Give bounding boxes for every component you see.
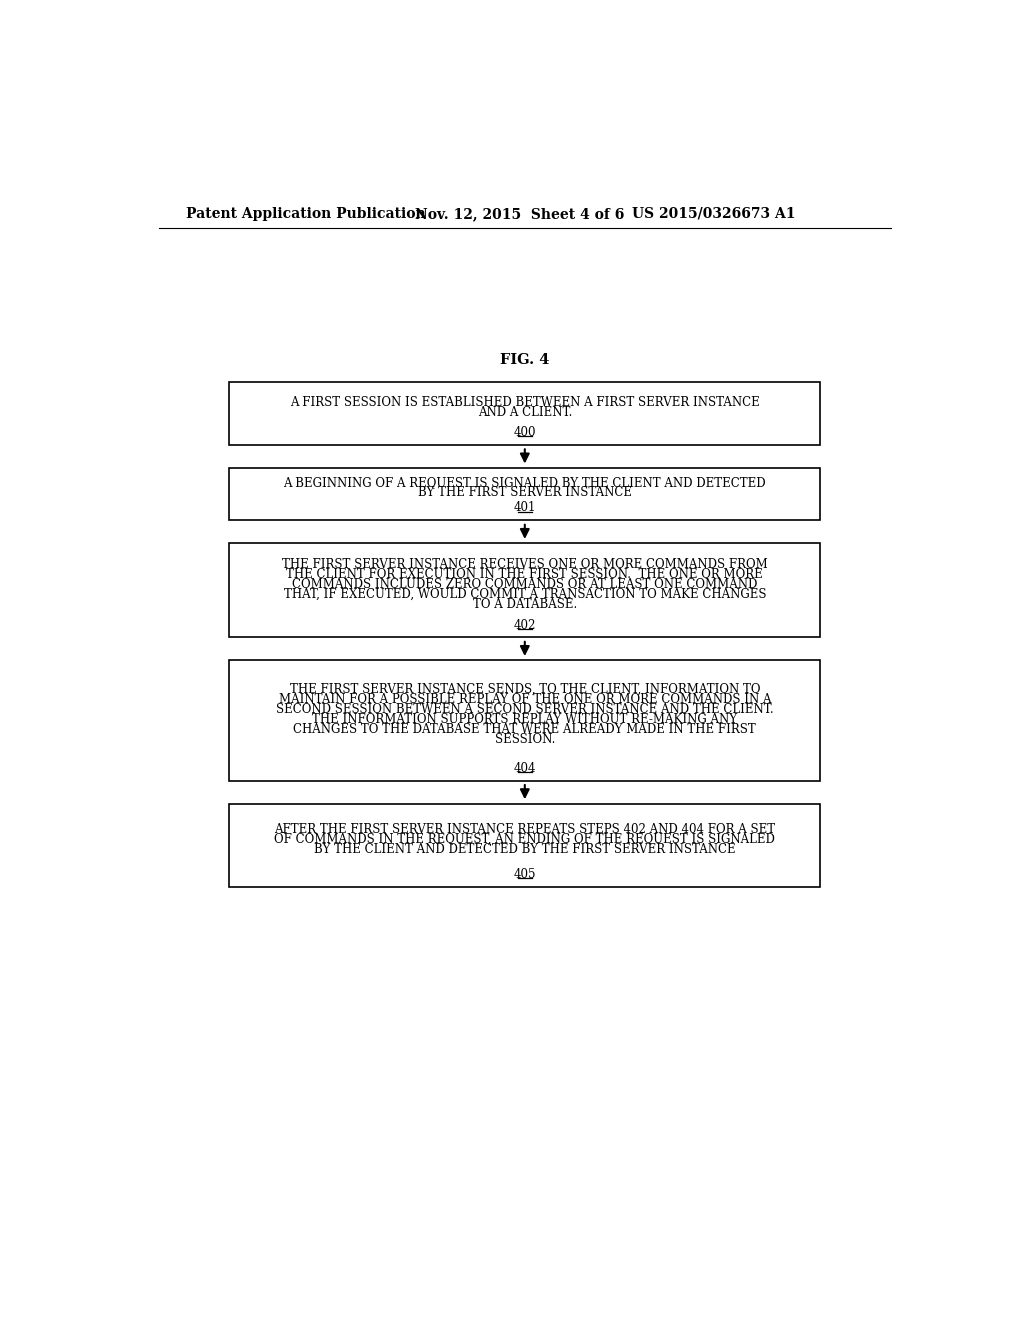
Text: OF COMMANDS IN THE REQUEST, AN ENDING OF THE REQUEST IS SIGNALED: OF COMMANDS IN THE REQUEST, AN ENDING OF…	[274, 833, 775, 846]
Text: 405: 405	[514, 869, 536, 880]
Text: COMMANDS INCLUDES ZERO COMMANDS OR AT LEAST ONE COMMAND: COMMANDS INCLUDES ZERO COMMANDS OR AT LE…	[292, 578, 758, 591]
Text: AND A CLIENT.: AND A CLIENT.	[477, 405, 572, 418]
Text: A FIRST SESSION IS ESTABLISHED BETWEEN A FIRST SERVER INSTANCE: A FIRST SESSION IS ESTABLISHED BETWEEN A…	[290, 396, 760, 409]
Text: 402: 402	[514, 619, 536, 631]
Text: TO A DATABASE.: TO A DATABASE.	[473, 598, 577, 611]
Text: 401: 401	[514, 502, 536, 515]
Text: THE FIRST SERVER INSTANCE SENDS, TO THE CLIENT, INFORMATION TO: THE FIRST SERVER INSTANCE SENDS, TO THE …	[290, 682, 760, 696]
Text: 400: 400	[514, 426, 536, 440]
Text: THE CLIENT FOR EXECUTION IN THE FIRST SESSION.  THE ONE OR MORE: THE CLIENT FOR EXECUTION IN THE FIRST SE…	[287, 568, 763, 581]
Text: Nov. 12, 2015  Sheet 4 of 6: Nov. 12, 2015 Sheet 4 of 6	[415, 207, 624, 220]
Text: BY THE CLIENT AND DETECTED BY THE FIRST SERVER INSTANCE: BY THE CLIENT AND DETECTED BY THE FIRST …	[314, 842, 735, 855]
Text: FIG. 4: FIG. 4	[500, 354, 550, 367]
Text: MAINTAIN FOR A POSSIBLE REPLAY OF THE ONE OR MORE COMMANDS IN A: MAINTAIN FOR A POSSIBLE REPLAY OF THE ON…	[279, 693, 771, 706]
Bar	[228, 544, 820, 638]
Text: CHANGES TO THE DATABASE THAT WERE ALREADY MADE IN THE FIRST: CHANGES TO THE DATABASE THAT WERE ALREAD…	[294, 723, 756, 735]
Bar	[228, 381, 820, 445]
Text: SESSION.: SESSION.	[495, 733, 555, 746]
Bar	[228, 804, 820, 887]
Text: THE INFORMATION SUPPORTS REPLAY WITHOUT RE-MAKING ANY: THE INFORMATION SUPPORTS REPLAY WITHOUT …	[312, 713, 737, 726]
Text: THE FIRST SERVER INSTANCE RECEIVES ONE OR MORE COMMANDS FROM: THE FIRST SERVER INSTANCE RECEIVES ONE O…	[282, 557, 768, 570]
Text: AFTER THE FIRST SERVER INSTANCE REPEATS STEPS 402 AND 404 FOR A SET: AFTER THE FIRST SERVER INSTANCE REPEATS …	[274, 822, 775, 836]
Text: BY THE FIRST SERVER INSTANCE: BY THE FIRST SERVER INSTANCE	[418, 487, 632, 499]
Bar	[228, 469, 820, 520]
Text: A BEGINNING OF A REQUEST IS SIGNALED BY THE CLIENT AND DETECTED: A BEGINNING OF A REQUEST IS SIGNALED BY …	[284, 477, 766, 490]
Text: THAT, IF EXECUTED, WOULD COMMIT A TRANSACTION TO MAKE CHANGES: THAT, IF EXECUTED, WOULD COMMIT A TRANSA…	[284, 587, 766, 601]
Text: SECOND SESSION BETWEEN A SECOND SERVER INSTANCE AND THE CLIENT.: SECOND SESSION BETWEEN A SECOND SERVER I…	[276, 702, 773, 715]
Text: Patent Application Publication: Patent Application Publication	[186, 207, 426, 220]
Bar	[228, 660, 820, 780]
Text: 404: 404	[514, 762, 536, 775]
Text: US 2015/0326673 A1: US 2015/0326673 A1	[632, 207, 796, 220]
